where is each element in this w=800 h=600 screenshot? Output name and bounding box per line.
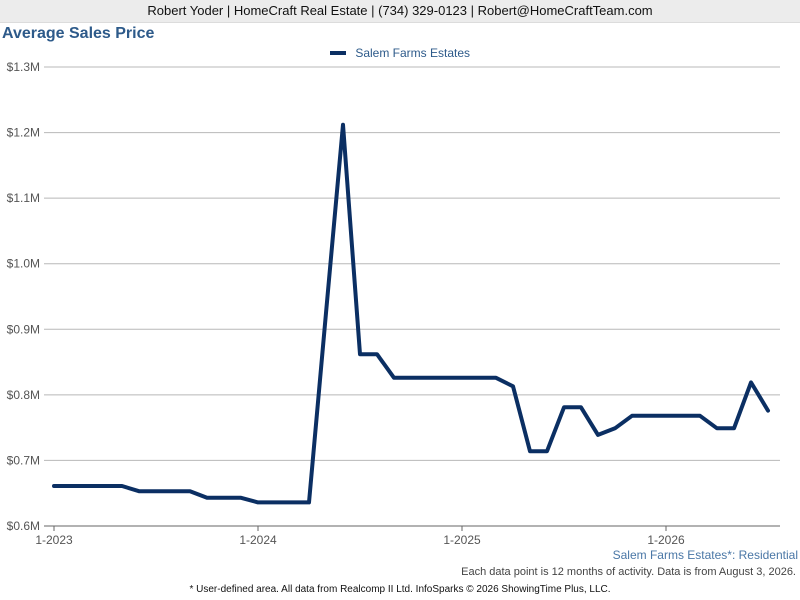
y-tick-label: $0.7M <box>7 453 40 467</box>
y-tick-label: $0.8M <box>7 388 40 402</box>
y-tick-label: $1.2M <box>7 126 40 140</box>
x-tick-label: 1-2025 <box>443 533 481 547</box>
data-note: Each data point is 12 months of activity… <box>461 566 796 578</box>
y-tick-label: $0.9M <box>7 322 40 336</box>
y-tick-label: $1.1M <box>7 191 40 205</box>
chart-title: Average Sales Price <box>2 25 155 42</box>
series-line <box>52 122 770 505</box>
x-tick-label: 1-2023 <box>35 533 73 547</box>
x-tick-label: 1-2024 <box>239 533 277 547</box>
line-chart: $0.6M $0.7M $0.8M $0.9M $1.0M $1.1M $1.2M $1.3M… <box>7 60 780 547</box>
y-tick-label: $0.6M <box>7 519 40 533</box>
footer-disclaimer: * User-defined area. All data from Realc… <box>189 584 611 595</box>
legend-label: Salem Farms Estates <box>355 46 471 60</box>
y-tick-label: $1.3M <box>7 60 40 74</box>
y-tick-label: $1.0M <box>7 257 40 271</box>
chart-legend: Salem Farms Estates <box>0 46 800 60</box>
x-tick-label: 1-2026 <box>647 533 685 547</box>
contact-text: Robert Yoder | HomeCraft Real Estate | (… <box>147 3 653 18</box>
header-contact-bar: Robert Yoder | HomeCraft Real Estate | (… <box>0 0 800 23</box>
legend-swatch <box>329 50 346 55</box>
area-label: Salem Farms Estates*: Residential <box>612 548 798 562</box>
